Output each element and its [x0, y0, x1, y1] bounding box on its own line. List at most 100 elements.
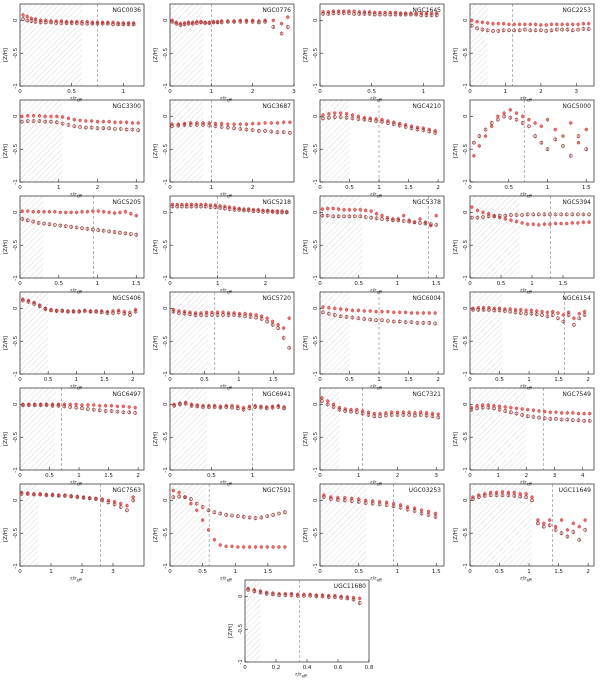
- data-point-a: [326, 399, 330, 403]
- x-tick-label: 0.5: [67, 89, 76, 95]
- data-point-b: [49, 308, 53, 313]
- panel-ugc11649: 0 -0.5 -1 0 0.5 1 1.5 2 [Z/H] r/reff UGC11649: [450, 483, 596, 583]
- data-point-b: [430, 414, 435, 419]
- data-point-b: [279, 31, 284, 36]
- panel-ngc6497: 0 -0.5 -1 0 0.5 1 1.5 2 [Z/H] r/reff NGC6497: [0, 387, 146, 487]
- data-point-b: [378, 414, 382, 419]
- data-point-b: [208, 205, 213, 209]
- data-point-b: [363, 501, 368, 505]
- y-tick-label: 0: [163, 306, 169, 310]
- hatched-region: [320, 484, 367, 566]
- y-tick-label: -1: [163, 467, 169, 472]
- data-point-b: [177, 311, 181, 315]
- data-point-b: [27, 403, 31, 407]
- data-point-a: [550, 309, 555, 314]
- data-point-b: [224, 513, 228, 517]
- data-point-a: [556, 311, 560, 315]
- data-point-b: [201, 405, 205, 409]
- panel-title: NGC6941: [262, 391, 291, 398]
- data-point-b: [344, 115, 349, 120]
- panel-title: NGC7321: [412, 391, 441, 398]
- hatched-region: [320, 292, 350, 374]
- data-point-b: [282, 406, 286, 411]
- data-point-b: [38, 492, 42, 497]
- data-point-b: [218, 511, 223, 516]
- data-point-b: [101, 126, 106, 131]
- data-point-a: [326, 206, 330, 211]
- panel-title: UGC11680: [334, 583, 367, 590]
- data-point-b: [412, 220, 417, 225]
- panel-title: NGC5720: [262, 295, 291, 302]
- data-point-b: [195, 404, 200, 409]
- data-point-b: [421, 128, 426, 132]
- data-point-b: [512, 28, 517, 33]
- data-point-b: [251, 209, 256, 213]
- data-point-b: [26, 300, 31, 304]
- data-point-b: [582, 418, 586, 423]
- data-point-b: [226, 313, 231, 317]
- data-point-b: [486, 405, 491, 410]
- y-tick-label: -1: [463, 467, 469, 472]
- data-point-b: [213, 124, 218, 129]
- data-point-b: [218, 206, 222, 210]
- data-point-b: [565, 417, 570, 422]
- data-point-b: [405, 507, 410, 512]
- data-point-b: [568, 153, 573, 158]
- panel-ngc5205: 0 -0.5 -1 0 0.5 1 1.5 [Z/H] r/reff NGC5205: [0, 195, 146, 295]
- x-tick-label: 1: [377, 185, 381, 191]
- data-point-a: [95, 119, 100, 124]
- x-tick-label: 1.5: [132, 281, 141, 287]
- data-point-a: [362, 309, 366, 313]
- y-tick-label: -0.5: [13, 335, 19, 346]
- data-point-b: [421, 321, 426, 325]
- data-point-b: [423, 221, 428, 226]
- data-point-a: [549, 22, 554, 27]
- data-point-a: [472, 154, 476, 158]
- data-point-b: [276, 326, 280, 330]
- data-point-a: [31, 210, 35, 214]
- data-point-b: [561, 319, 566, 324]
- data-point-b: [308, 593, 312, 598]
- data-point-b: [367, 12, 372, 16]
- y-tick-label: -1: [163, 563, 169, 568]
- data-point-a: [91, 209, 95, 213]
- data-point-b: [212, 510, 217, 515]
- data-point-b: [436, 415, 440, 420]
- y-tick-label: -1: [463, 371, 469, 376]
- data-point-b: [257, 129, 261, 133]
- data-point-b: [80, 226, 84, 230]
- data-point-b: [111, 311, 115, 315]
- data-point-b: [103, 409, 108, 413]
- panel-title: NGC0036: [112, 7, 141, 14]
- data-point-b: [426, 513, 431, 517]
- data-point-a: [115, 404, 120, 409]
- data-point-b: [424, 13, 429, 17]
- data-point-a: [109, 404, 114, 408]
- data-point-b: [212, 405, 217, 409]
- data-point-b: [571, 418, 575, 422]
- x-axis-label: r/reff: [220, 576, 232, 583]
- data-point-a: [89, 119, 94, 123]
- data-point-a: [36, 210, 41, 214]
- data-point-b: [469, 23, 474, 28]
- data-point-b: [418, 221, 422, 225]
- x-tick-label: 0.2: [272, 665, 281, 671]
- data-point-b: [295, 593, 300, 598]
- data-point-b: [66, 309, 70, 314]
- data-point-b: [189, 204, 194, 209]
- data-point-b: [525, 212, 530, 217]
- x-tick-label: 0.5: [497, 281, 506, 287]
- x-tick-label: 0: [168, 185, 172, 191]
- data-point-b: [246, 208, 251, 213]
- data-point-b: [127, 410, 132, 415]
- data-point-b: [281, 336, 286, 340]
- plot-frame: [169, 3, 295, 87]
- data-point-a: [542, 409, 547, 414]
- plot-frame: [169, 387, 295, 471]
